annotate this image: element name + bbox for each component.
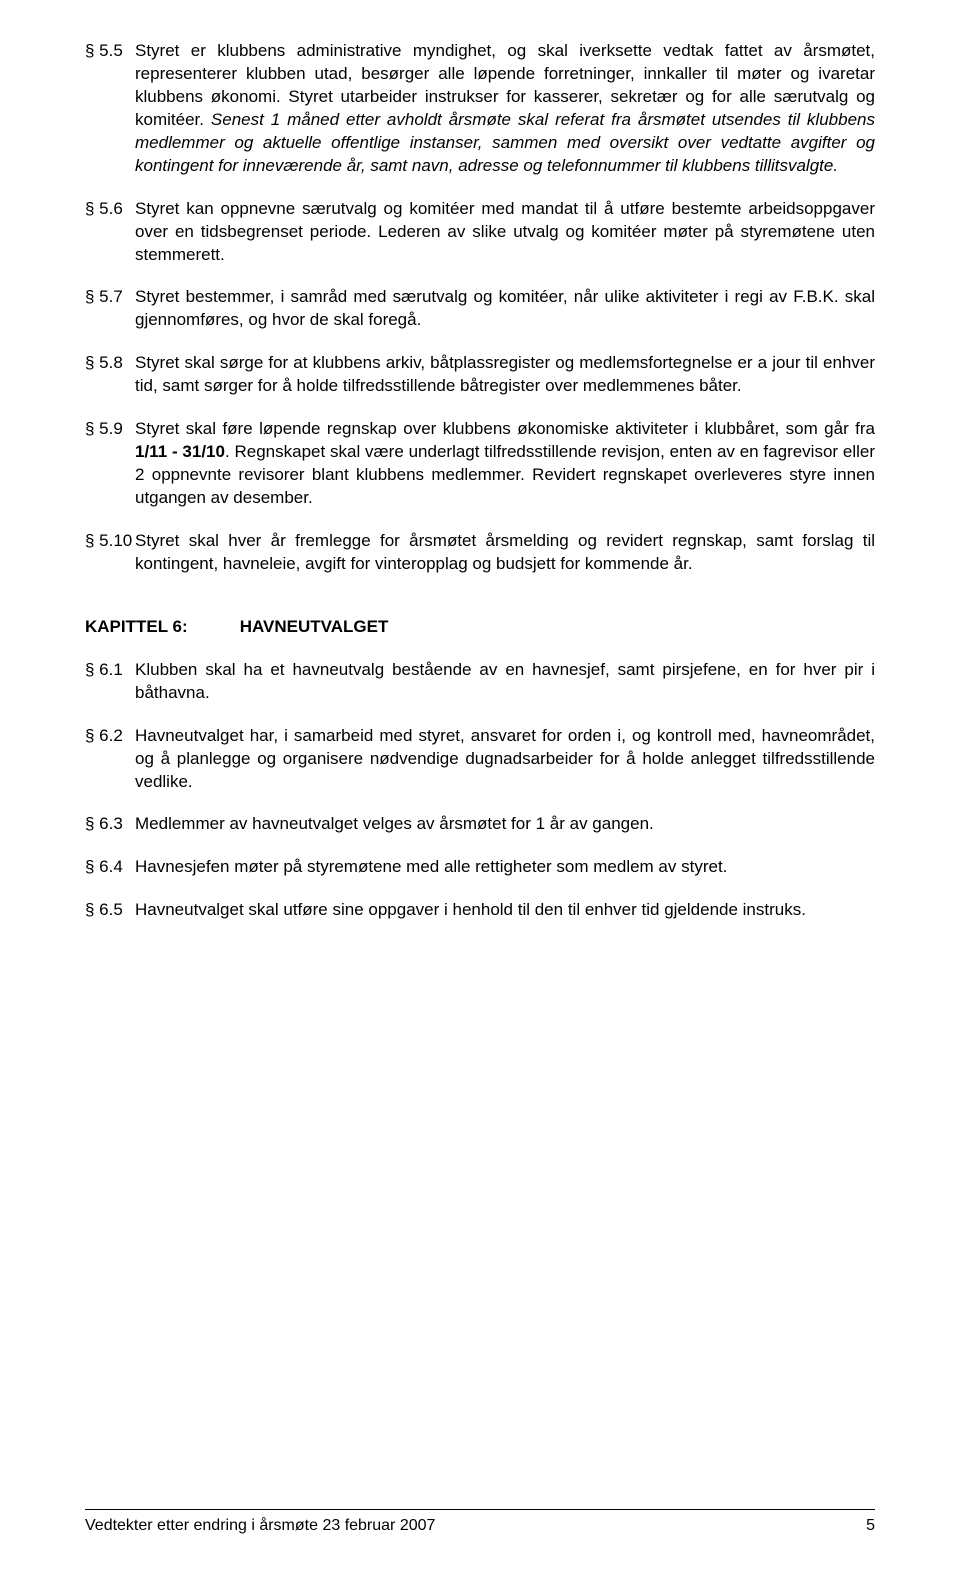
para-num: § 5.7 bbox=[85, 286, 135, 309]
para-num: § 5.5 bbox=[85, 40, 135, 63]
para-num: § 5.9 bbox=[85, 418, 135, 441]
footer-left: Vedtekter etter endring i årsmøte 23 feb… bbox=[85, 1515, 435, 1537]
para-5-7: § 5.7 Styret bestemmer, i samråd med sær… bbox=[85, 286, 875, 332]
para-6-3: § 6.3 Medlemmer av havneutvalget velges … bbox=[85, 813, 875, 836]
para-text: Klubben skal ha et havneutvalg bestående… bbox=[135, 659, 875, 705]
para-text: Styret skal hver år fremlegge for årsmøt… bbox=[135, 530, 875, 576]
para-6-5: § 6.5 Havneutvalget skal utføre sine opp… bbox=[85, 899, 875, 922]
para-text-pre: Styret skal føre løpende regnskap over k… bbox=[135, 419, 875, 438]
para-num: § 6.5 bbox=[85, 899, 135, 922]
para-text: Styret er klubbens administrative myndig… bbox=[135, 40, 875, 178]
para-6-1: § 6.1 Klubben skal ha et havneutvalg bes… bbox=[85, 659, 875, 705]
para-num: § 5.6 bbox=[85, 198, 135, 221]
para-text-italic: Senest 1 måned etter avholdt årsmøte ska… bbox=[135, 110, 875, 175]
footer-page-number: 5 bbox=[866, 1515, 875, 1537]
para-text: Medlemmer av havneutvalget velges av års… bbox=[135, 813, 875, 836]
para-num: § 6.3 bbox=[85, 813, 135, 836]
para-num: § 6.2 bbox=[85, 725, 135, 748]
para-text-bold: 1/11 - 31/10 bbox=[135, 442, 225, 461]
para-text: Styret bestemmer, i samråd med særutvalg… bbox=[135, 286, 875, 332]
para-text: Havneutvalget skal utføre sine oppgaver … bbox=[135, 899, 875, 922]
para-num: § 6.4 bbox=[85, 856, 135, 879]
para-text: Styret skal sørge for at klubbens arkiv,… bbox=[135, 352, 875, 398]
para-text: Styret skal føre løpende regnskap over k… bbox=[135, 418, 875, 510]
chapter-title: HAVNEUTVALGET bbox=[240, 617, 389, 636]
para-text: Havnesjefen møter på styremøtene med all… bbox=[135, 856, 875, 879]
para-num: § 5.8 bbox=[85, 352, 135, 375]
para-num: § 5.10 bbox=[85, 530, 135, 553]
para-text-post: . Regnskapet skal være underlagt tilfred… bbox=[135, 442, 875, 507]
chapter-heading: KAPITTEL 6: HAVNEUTVALGET bbox=[85, 616, 875, 639]
page-footer: Vedtekter etter endring i årsmøte 23 feb… bbox=[85, 1509, 875, 1537]
para-5-9: § 5.9 Styret skal føre løpende regnskap … bbox=[85, 418, 875, 510]
para-6-4: § 6.4 Havnesjefen møter på styremøtene m… bbox=[85, 856, 875, 879]
para-text: Havneutvalget har, i samarbeid med styre… bbox=[135, 725, 875, 794]
para-5-5: § 5.5 Styret er klubbens administrative … bbox=[85, 40, 875, 178]
chapter-label: KAPITTEL 6: bbox=[85, 616, 235, 639]
para-num: § 6.1 bbox=[85, 659, 135, 682]
para-5-10: § 5.10 Styret skal hver år fremlegge for… bbox=[85, 530, 875, 576]
para-6-2: § 6.2 Havneutvalget har, i samarbeid med… bbox=[85, 725, 875, 794]
para-5-6: § 5.6 Styret kan oppnevne særutvalg og k… bbox=[85, 198, 875, 267]
para-5-8: § 5.8 Styret skal sørge for at klubbens … bbox=[85, 352, 875, 398]
para-text: Styret kan oppnevne særutvalg og komitée… bbox=[135, 198, 875, 267]
